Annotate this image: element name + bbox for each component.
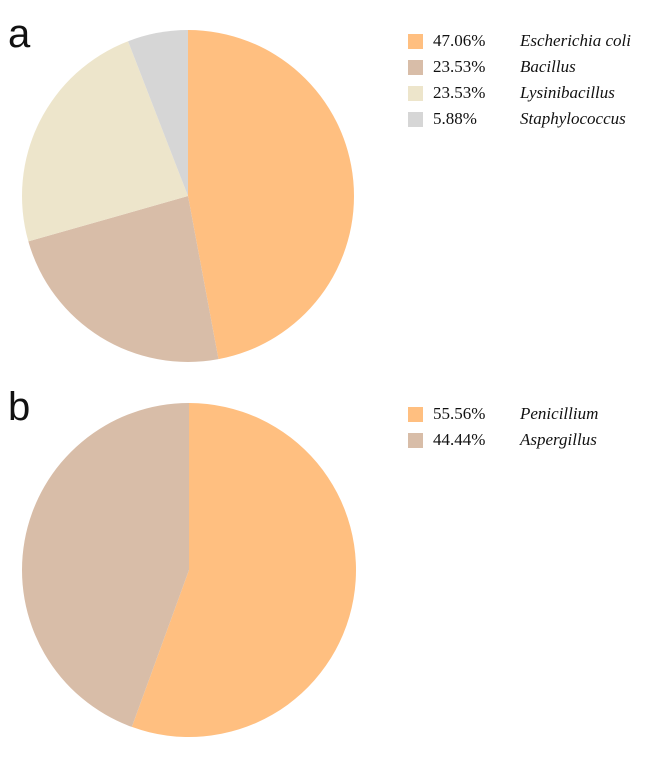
legend-swatch bbox=[408, 111, 423, 127]
legend-percent: 5.88% bbox=[433, 109, 477, 128]
pie-slice-aspergillus bbox=[22, 403, 190, 727]
legend-item: 23.53% Bacillus bbox=[408, 54, 631, 80]
legend-swatch bbox=[408, 432, 423, 448]
legend-item: 47.06% Escherichia coli bbox=[408, 28, 631, 54]
pie-slice-escherichia-coli bbox=[188, 30, 354, 360]
legend-item: 5.88% Staphylococcus bbox=[408, 106, 631, 132]
pie-chart-a bbox=[21, 30, 354, 362]
pie-chart-b bbox=[22, 403, 356, 737]
legend-percent: 23.53% bbox=[433, 57, 486, 76]
legend-label: Aspergillus bbox=[520, 430, 597, 449]
panel-label-a: a bbox=[8, 12, 31, 56]
legend-label: Escherichia coli bbox=[520, 31, 631, 50]
legend-label: Lysinibacillus bbox=[520, 83, 615, 102]
legend-label: Staphylococcus bbox=[520, 109, 626, 128]
legend-percent: 44.44% bbox=[433, 430, 486, 449]
pie-slice-lysinibacillus bbox=[21, 41, 189, 242]
legend-item: 55.56% Penicillium bbox=[408, 401, 598, 427]
legend-percent: 55.56% bbox=[433, 404, 486, 423]
legend-a: 47.06% Escherichia coli 23.53% Bacillus … bbox=[408, 28, 631, 132]
pie-slice-penicillium bbox=[131, 403, 356, 737]
pie-slice-bacillus bbox=[28, 196, 219, 362]
legend-percent: 47.06% bbox=[433, 31, 486, 50]
legend-swatch bbox=[408, 33, 423, 49]
legend-swatch bbox=[408, 406, 423, 422]
legend-percent: 23.53% bbox=[433, 83, 486, 102]
legend-swatch bbox=[408, 59, 423, 75]
panel-label-b: b bbox=[8, 385, 31, 429]
legend-item: 44.44% Aspergillus bbox=[408, 427, 598, 453]
legend-item: 23.53% Lysinibacillus bbox=[408, 80, 631, 106]
pie-slice-staphylococcus bbox=[128, 30, 188, 196]
legend-label: Bacillus bbox=[520, 57, 576, 76]
legend-swatch bbox=[408, 85, 423, 101]
legend-b: 55.56% Penicillium 44.44% Aspergillus bbox=[408, 401, 598, 453]
legend-label: Penicillium bbox=[520, 404, 599, 423]
